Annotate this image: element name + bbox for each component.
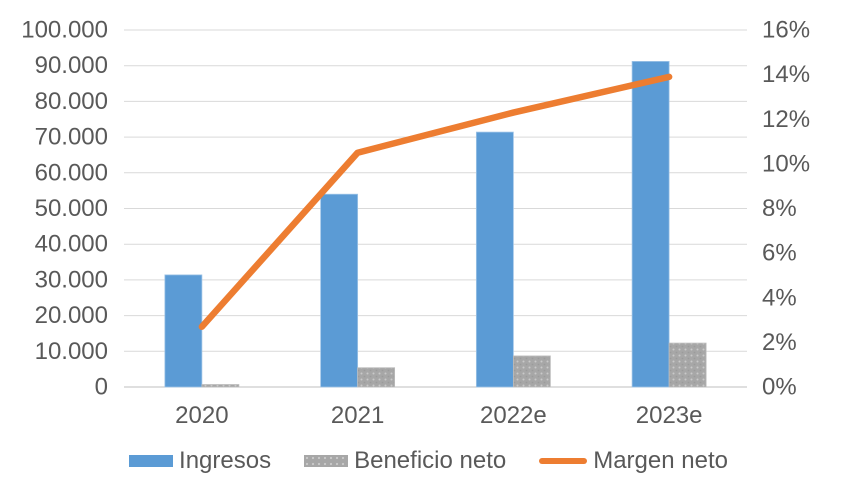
left-axis-tick-label: 20.000	[35, 302, 108, 329]
right-axis-tick-label: 8%	[762, 195, 797, 222]
bar-beneficio-neto-2020	[201, 384, 240, 388]
legend-item-beneficio-neto: Beneficio neto	[304, 446, 506, 476]
legend-item-margen-neto: Margen neto	[539, 446, 728, 476]
right-axis-tick-label: 4%	[762, 284, 797, 311]
x-axis-label-2021: 2021	[331, 402, 384, 429]
left-axis-tick-label: 10.000	[35, 338, 108, 365]
left-axis-tick-label: 90.000	[35, 52, 108, 79]
left-axis-tick-label: 80.000	[35, 88, 108, 115]
right-axis-tick-label: 2%	[762, 329, 797, 356]
plot-area: 100.000 90.000 80.000 70.000 60.000 50.000 40.…	[21, 17, 810, 430]
x-axis-label-2020: 2020	[175, 402, 228, 429]
x-axis-label-2022e: 2022e	[480, 402, 547, 429]
legend-swatch-ingresos-icon	[129, 455, 174, 467]
bar-ingresos-2022e	[475, 131, 514, 388]
bar-beneficio-neto-2021	[357, 367, 396, 388]
legend: Ingresos Beneficio neto Margen neto	[0, 446, 857, 476]
x-axis-label-2023e: 2023e	[636, 402, 703, 429]
left-axis-tick-label: 50.000	[35, 195, 108, 222]
bar-ingresos-2023e	[631, 61, 670, 388]
legend-label-margen-neto: Margen neto	[593, 447, 728, 474]
legend-swatch-beneficio-neto-icon	[304, 455, 349, 467]
legend-item-ingresos: Ingresos	[129, 446, 271, 476]
left-axis-tick-label: 100.000	[21, 17, 108, 44]
left-axis-tick-label: 30.000	[35, 266, 108, 293]
left-axis-tick-label: 40.000	[35, 231, 108, 258]
bar-beneficio-neto-2023e	[668, 342, 707, 388]
right-axis-tick-label: 6%	[762, 240, 797, 267]
legend-label-beneficio-neto: Beneficio neto	[354, 447, 507, 474]
bar-beneficio-neto-2022e	[512, 355, 551, 388]
legend-swatch-margen-neto-icon	[539, 458, 588, 464]
legend-label-ingresos: Ingresos	[179, 447, 272, 474]
left-axis-tick-label: 70.000	[35, 124, 108, 151]
bar-ingresos-2021	[320, 193, 359, 388]
right-axis-tick-label: 14%	[762, 61, 810, 88]
line-margen-neto	[198, 73, 673, 331]
right-axis-tick-label: 12%	[762, 106, 810, 133]
right-axis-tick-label: 0%	[762, 374, 797, 401]
bar-ingresos-2020	[164, 274, 203, 388]
right-axis-tick-label: 16%	[762, 17, 810, 44]
right-axis-tick-label: 10%	[762, 150, 810, 177]
left-axis-tick-label: 60.000	[35, 159, 108, 186]
left-axis-tick-label: 0	[95, 374, 108, 401]
